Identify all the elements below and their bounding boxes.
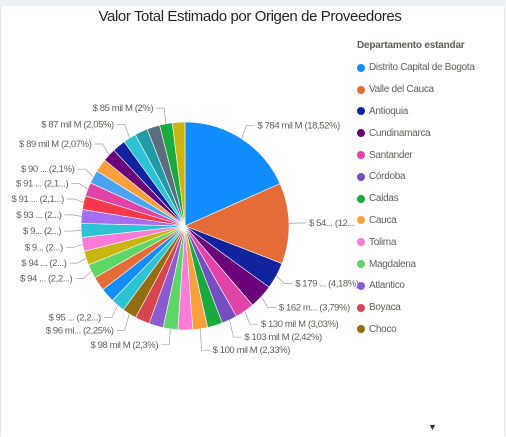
leader-line — [199, 328, 210, 351]
data-label: $ 93 ... (2...) — [16, 210, 61, 221]
leader-line — [65, 244, 83, 248]
legend-item[interactable]: Magdalena — [357, 253, 505, 275]
legend-item[interactable]: Córdoba — [357, 166, 505, 188]
leader-line — [71, 183, 88, 190]
leader-line — [116, 313, 130, 331]
data-label: $ 95 ... (2,2...) — [48, 312, 101, 323]
legend-marker — [357, 151, 365, 160]
legend-item[interactable]: Valle del Cauca — [357, 79, 505, 101]
legend-label: Tolima — [369, 236, 397, 248]
data-label: $ 87 mil M (2,05%) — [41, 120, 114, 131]
data-label: $ 94 ... (2,2...) — [20, 273, 73, 284]
legend-label: Distrito Capital de Bogota — [369, 62, 475, 74]
legend-marker — [357, 303, 365, 312]
legend-item[interactable]: Atlantico — [357, 275, 505, 297]
data-label: $ 9... (2...) — [23, 226, 61, 237]
legend-title: Departamento estandar — [357, 40, 465, 51]
leader-line — [116, 124, 130, 139]
legend-label: Cundinamarca — [369, 127, 431, 139]
pie-slice[interactable] — [184, 183, 290, 264]
legend-item[interactable]: Antioquia — [357, 101, 505, 123]
leader-line — [276, 275, 293, 284]
leader-line — [69, 257, 87, 264]
leader-line — [77, 168, 94, 178]
legend-marker — [357, 194, 365, 203]
legend-item[interactable]: Distrito Capital de Bogota — [357, 57, 505, 79]
legend-marker — [357, 260, 365, 269]
visual-top-strip — [0, 0, 506, 6]
legend-label: Antioquia — [369, 105, 408, 117]
data-label: $ 96 mi... (2,25%) — [46, 325, 114, 336]
legend-item[interactable]: Caldas — [357, 188, 505, 210]
data-label: $ 54... (12... — [309, 218, 354, 229]
leader-line — [66, 198, 84, 203]
data-label: $ 98 mil M (2,3%) — [90, 340, 158, 351]
data-label: $ 130 mil M (3,03%) — [261, 319, 339, 330]
data-label: $ 784 mil M (18,52%) — [258, 120, 341, 131]
data-label: $ 85 mil M (2%) — [93, 103, 154, 114]
legend-item[interactable]: Tolima — [357, 231, 505, 253]
leader-line — [229, 319, 242, 338]
leader-line — [64, 214, 82, 217]
legend-item[interactable]: Santander — [357, 144, 505, 166]
visual-frame — [0, 6, 505, 436]
legend-marker — [357, 129, 365, 138]
leader-line — [64, 230, 82, 232]
leader-line — [75, 271, 92, 279]
legend-item[interactable]: Boyaca — [357, 297, 505, 319]
data-label: $ 89 mil M (2,07%) — [19, 139, 92, 150]
data-label: $ 179 ... (4,18%) — [295, 278, 359, 289]
legend-label: Cauca — [369, 214, 397, 226]
chevron-down-icon[interactable]: ▼ — [428, 422, 437, 432]
legend-label: Santander — [369, 149, 413, 161]
data-label: $ 91 ... (2,1...) — [16, 179, 69, 190]
leader-line — [241, 124, 255, 139]
legend: Departamento estandar Distrito Capital d… — [357, 40, 505, 340]
legend-item[interactable]: Cundinamarca — [357, 122, 505, 144]
legend-marker — [357, 107, 365, 116]
legend-marker — [357, 238, 365, 247]
legend-marker — [357, 85, 365, 94]
legend-marker — [357, 63, 365, 72]
pie-slice[interactable] — [171, 121, 186, 227]
chart-title: Valor Total Estimado por Origen de Prove… — [98, 8, 402, 25]
data-label: $ 90 ... (2,1%) — [21, 164, 75, 175]
legend-marker — [357, 172, 365, 181]
legend-marker — [357, 281, 365, 290]
legend-label: Magdalena — [369, 258, 416, 270]
legend-label: Choco — [369, 323, 397, 335]
leader-line — [156, 107, 167, 124]
leader-line — [161, 328, 171, 346]
data-label: $ 100 mil M (2,33%) — [213, 345, 291, 356]
leader-line — [261, 296, 276, 308]
legend-label: Córdoba — [369, 171, 406, 183]
leader-line — [94, 143, 110, 156]
data-label: $ 94 ... (2...) — [21, 258, 66, 269]
legend-label: Boyaca — [369, 302, 401, 314]
legend-label: Atlantico — [369, 280, 405, 292]
legend-label: Valle del Cauca — [369, 84, 434, 96]
legend-marker — [357, 325, 365, 334]
legend-item[interactable]: Choco — [357, 319, 505, 341]
legend-marker — [357, 216, 365, 225]
leader-line — [244, 310, 258, 325]
legend-item[interactable]: Cauca — [357, 210, 505, 232]
legend-label: Caldas — [369, 193, 399, 205]
data-label: $ 9... (2...) — [25, 242, 63, 253]
data-label: $ 162 m... (3,79%) — [279, 303, 350, 314]
data-label: $ 103 mil M (2,42%) — [244, 332, 322, 343]
pie-slice[interactable] — [184, 121, 281, 227]
data-label: $ 91 ... (2,1...) — [12, 194, 65, 205]
leader-line — [103, 305, 119, 318]
